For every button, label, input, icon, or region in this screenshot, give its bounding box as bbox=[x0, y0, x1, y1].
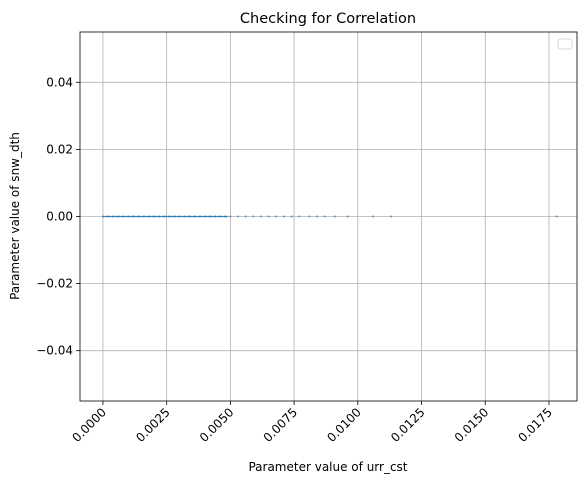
scatter-point-8 bbox=[142, 215, 145, 218]
scatter-point-27 bbox=[244, 215, 247, 218]
scatter-point-6 bbox=[132, 215, 135, 218]
x-tick-label-6: 0.0150 bbox=[452, 405, 492, 445]
scatter-point-19 bbox=[198, 215, 201, 218]
scatter-point-42 bbox=[555, 215, 558, 218]
scatter-point-12 bbox=[163, 215, 166, 218]
y-axis: −0.04 −0.02 0.00 0.02 0.04 bbox=[36, 75, 80, 358]
x-tick-label-7: 0.0175 bbox=[515, 405, 555, 445]
scatter-point-36 bbox=[315, 215, 319, 218]
y-tick-label-2: 0.00 bbox=[46, 210, 73, 224]
scatter-point-11 bbox=[157, 215, 161, 218]
scatter-point-20 bbox=[203, 215, 206, 218]
scatter-point-0 bbox=[101, 215, 105, 218]
scatter-point-31 bbox=[275, 215, 278, 218]
scatter-point-9 bbox=[147, 215, 150, 218]
scatter-point-22 bbox=[213, 215, 217, 218]
scatter-point-40 bbox=[372, 215, 375, 218]
scatter-point-41 bbox=[389, 215, 393, 218]
x-axis: 0.0000 0.0025 0.0050 0.0075 0.0100 0.0125 0.01… bbox=[69, 401, 555, 445]
y-axis-label: Parameter value of snw_dth bbox=[8, 132, 22, 300]
y-tick-label-4: 0.04 bbox=[46, 75, 73, 89]
scatter-point-39 bbox=[346, 215, 349, 218]
scatter-point-24 bbox=[224, 215, 227, 218]
y-tick-label-1: −0.02 bbox=[36, 277, 73, 291]
x-tick-label-1: 0.0025 bbox=[133, 405, 173, 445]
scatter-point-16 bbox=[183, 215, 186, 218]
legend bbox=[557, 38, 573, 50]
x-tick-label-4: 0.0100 bbox=[324, 405, 364, 445]
scatter-point-35 bbox=[308, 215, 311, 218]
scatter-point-23 bbox=[219, 215, 222, 218]
scatter-point-34 bbox=[298, 215, 301, 218]
x-tick-label-3: 0.0075 bbox=[261, 405, 301, 445]
scatter-point-7 bbox=[137, 215, 140, 218]
x-tick-label-0: 0.0000 bbox=[69, 405, 109, 445]
scatter-point-26 bbox=[236, 215, 240, 218]
scatter-point-18 bbox=[193, 215, 196, 218]
scatter-point-29 bbox=[259, 215, 263, 218]
x-axis-label: Parameter value of urr_cst bbox=[248, 460, 407, 474]
scatter-point-4 bbox=[122, 215, 125, 218]
chart-title: Checking for Correlation bbox=[240, 11, 416, 27]
x-tick-label-2: 0.0050 bbox=[197, 405, 237, 445]
scatter-point-2 bbox=[112, 215, 115, 218]
x-tick-label-5: 0.0125 bbox=[388, 405, 428, 445]
scatter-point-1 bbox=[106, 215, 110, 218]
scatter-point-3 bbox=[117, 215, 120, 218]
scatter-point-13 bbox=[168, 215, 171, 218]
scatter-points bbox=[101, 215, 558, 218]
scatter-point-10 bbox=[152, 215, 156, 218]
y-tick-label-3: 0.02 bbox=[46, 142, 73, 156]
scatter-point-21 bbox=[208, 215, 212, 218]
scatter-point-5 bbox=[127, 215, 130, 218]
scatter-point-30 bbox=[267, 215, 270, 218]
scatter-point-15 bbox=[178, 215, 181, 218]
scatter-point-38 bbox=[333, 215, 336, 218]
scatter-point-25 bbox=[229, 215, 232, 218]
scatter-point-32 bbox=[282, 215, 285, 218]
scatter-point-28 bbox=[252, 215, 255, 218]
scatter-point-37 bbox=[323, 215, 326, 218]
scatter-point-14 bbox=[173, 215, 176, 218]
scatter-point-17 bbox=[188, 215, 191, 218]
scatter-point-33 bbox=[290, 215, 293, 218]
y-tick-label-0: −0.04 bbox=[36, 344, 73, 358]
